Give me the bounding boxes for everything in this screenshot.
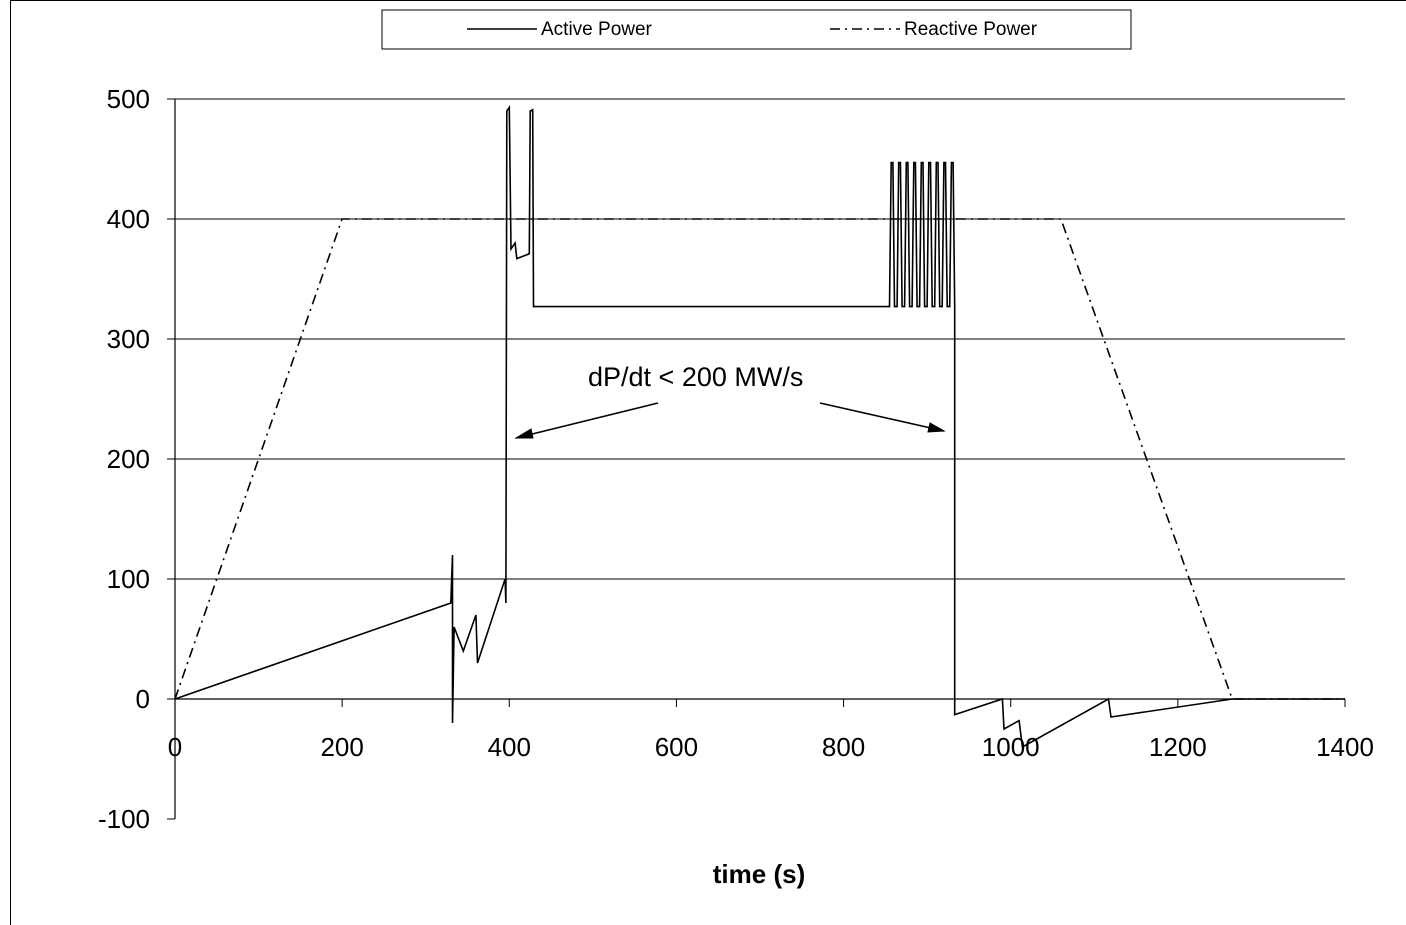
annotation-label: dP/dt < 200 MW/s [588,362,803,392]
annotation-arrowhead-left [514,428,534,439]
xtick-label: 1200 [1149,732,1207,762]
legend: Active Power Reactive Power [381,9,1132,50]
xtick-label: 400 [488,732,531,762]
xtick-label: 1400 [1316,732,1374,762]
x-tick-labels: 0 200 400 600 800 1000 1200 1400 [168,732,1374,762]
legend-label-active-power: Active Power [541,19,653,40]
ytick-label: 500 [107,84,150,114]
grid-lines [167,98,1346,820]
legend-label-reactive-power: Reactive Power [904,19,1038,40]
xtick-label: 1000 [982,732,1040,762]
annotation-arrow-right [819,402,945,432]
series-line-reactive-power [174,218,1345,700]
ytick-label: -100 [98,804,150,834]
annotation-arrowhead-right [927,422,946,433]
y-tick-labels: 500 400 300 200 100 0 -100 [98,84,150,834]
annotation: dP/dt < 200 MW/s [514,362,946,439]
ytick-label: 0 [136,684,150,714]
series [174,104,1345,749]
x-axis-title: time (s) [713,859,805,889]
xtick-label: 0 [168,732,182,762]
xtick-label: 800 [822,732,865,762]
xtick-label: 200 [320,732,363,762]
annotation-arrow-left [515,402,659,439]
ytick-label: 200 [107,444,150,474]
ytick-label: 400 [107,204,150,234]
ytick-label: 100 [107,564,150,594]
ytick-label: 300 [107,324,150,354]
series-line-active-power [174,104,1345,749]
chart-frame [10,0,1406,925]
xtick-label: 600 [655,732,698,762]
